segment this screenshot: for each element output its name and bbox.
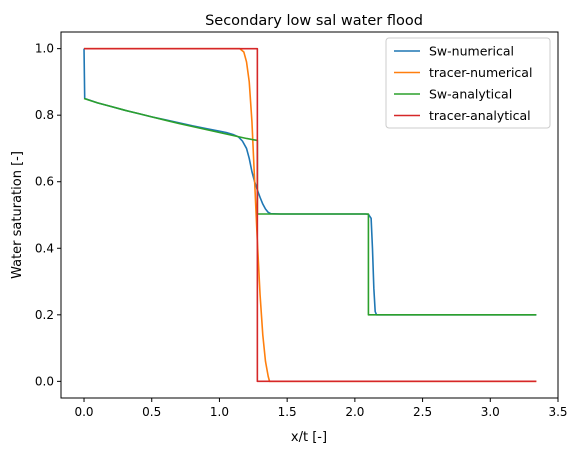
legend-box <box>385 37 551 129</box>
x-axis-label: x/t [-] <box>291 430 327 445</box>
legend-entry-0: Sw-numerical <box>429 44 514 59</box>
y-tick-label: 0.8 <box>35 108 54 122</box>
series-line-2 <box>83 97 537 316</box>
x-tick-label: 0.0 <box>74 405 93 419</box>
plot-frame <box>60 31 559 399</box>
x-tick-label: 2.5 <box>413 405 432 419</box>
y-tick-label: 1.0 <box>35 42 54 56</box>
legend: Sw-numerical tracer-numerical Sw-analytica… <box>385 37 551 129</box>
y-tick-label: 0.4 <box>35 241 54 255</box>
y-axis: 0.0 0.2 0.4 0.6 0.8 1.0 <box>35 42 61 388</box>
x-tick-label: 3.5 <box>548 405 567 419</box>
x-tick-label: 1.5 <box>278 405 297 419</box>
legend-entry-1: tracer-numerical <box>429 65 532 80</box>
y-tick-label: 0.6 <box>35 175 54 189</box>
series-line-3 <box>84 47 537 383</box>
x-tick-label: 0.5 <box>142 405 161 419</box>
x-axis: 0.0 0.5 1.0 1.5 2.0 2.5 3.0 3.5 <box>74 398 568 419</box>
legend-entry-2: Sw-analytical <box>429 87 512 102</box>
x-tick-label: 2.0 <box>345 405 364 419</box>
x-tick-label: 3.0 <box>481 405 500 419</box>
y-tick-label: 0.0 <box>35 374 54 388</box>
legend-entry-3: tracer-analytical <box>429 108 531 123</box>
y-tick-label: 0.2 <box>35 308 54 322</box>
chart-title: Secondary low sal water flood <box>205 13 423 29</box>
y-axis-label: Water saturation [-] <box>10 151 25 279</box>
plot-area <box>83 47 537 383</box>
x-tick-label: 1.0 <box>210 405 229 419</box>
